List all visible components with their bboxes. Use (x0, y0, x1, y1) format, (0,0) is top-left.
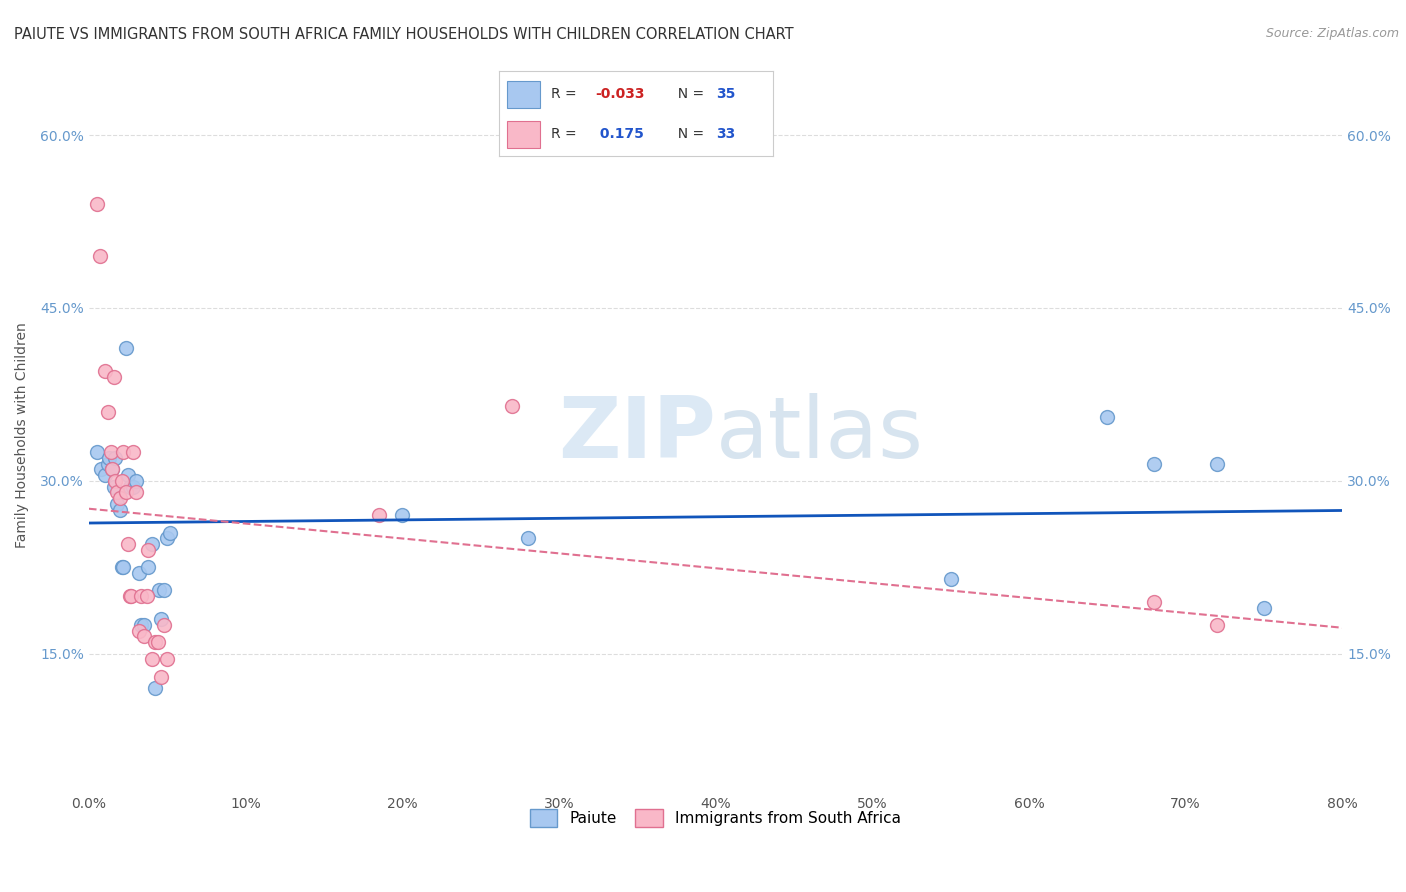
Point (112, 445, 135, 459)
Point (105, 485, 128, 500)
Point (138, 543, 160, 558)
Point (97, 457, 120, 471)
Point (516, 532, 538, 546)
Point (115, 341, 138, 355)
Text: -0.033: -0.033 (595, 87, 644, 101)
Point (138, 560, 160, 574)
Point (128, 624, 150, 638)
Point (111, 560, 134, 574)
Point (117, 468, 139, 483)
Point (115, 485, 138, 500)
Point (132, 629, 155, 643)
Point (118, 589, 141, 603)
Text: 35: 35 (716, 87, 735, 101)
Point (100, 445, 122, 459)
Point (135, 589, 157, 603)
Text: Source: ZipAtlas.com: Source: ZipAtlas.com (1265, 27, 1399, 40)
Point (153, 583, 176, 598)
Point (121, 479, 143, 493)
Point (112, 560, 135, 574)
FancyBboxPatch shape (508, 120, 540, 147)
Point (121, 445, 143, 459)
Point (117, 537, 139, 551)
Point (108, 502, 131, 516)
Text: PAIUTE VS IMMIGRANTS FROM SOUTH AFRICA FAMILY HOUSEHOLDS WITH CHILDREN CORRELATI: PAIUTE VS IMMIGRANTS FROM SOUTH AFRICA F… (14, 27, 793, 42)
Point (101, 462, 124, 476)
Point (128, 566, 150, 580)
Point (104, 474, 127, 488)
Point (1097, 410, 1119, 425)
Legend: Paiute, Immigrants from South Africa: Paiute, Immigrants from South Africa (523, 801, 908, 834)
Point (149, 670, 172, 684)
Point (1206, 457, 1229, 471)
Text: 0.175: 0.175 (595, 127, 644, 141)
Point (153, 618, 176, 632)
Point (391, 508, 413, 523)
Point (93, 468, 115, 483)
Point (125, 474, 148, 488)
Point (129, 618, 152, 632)
Point (101, 462, 124, 476)
Point (86, 197, 108, 211)
Point (156, 652, 179, 666)
Point (98, 450, 121, 465)
Point (89, 249, 111, 263)
FancyBboxPatch shape (508, 80, 540, 108)
Point (118, 479, 141, 493)
Point (141, 652, 163, 666)
Point (108, 491, 131, 505)
Point (125, 485, 148, 500)
Text: 33: 33 (716, 127, 735, 141)
Point (105, 497, 128, 511)
Point (1206, 618, 1229, 632)
Point (93, 364, 115, 378)
Point (97, 404, 120, 418)
Point (111, 474, 134, 488)
Text: R =: R = (551, 127, 581, 141)
Point (132, 618, 155, 632)
Point (143, 681, 166, 696)
Point (159, 525, 181, 540)
Point (367, 508, 389, 523)
Point (501, 399, 523, 413)
Point (104, 450, 127, 465)
Point (1253, 600, 1275, 615)
Point (146, 635, 169, 649)
Point (141, 537, 163, 551)
Point (129, 589, 152, 603)
Point (939, 572, 962, 586)
Point (103, 479, 125, 493)
Y-axis label: Family Households with Children: Family Households with Children (15, 322, 30, 548)
Text: ZIP: ZIP (558, 393, 716, 476)
Text: N =: N = (669, 127, 709, 141)
Point (90, 462, 112, 476)
Point (148, 583, 170, 598)
Point (1143, 457, 1166, 471)
Point (120, 589, 142, 603)
Point (103, 370, 125, 384)
Text: N =: N = (669, 87, 709, 101)
Point (156, 532, 179, 546)
Point (143, 635, 166, 649)
Point (86, 445, 108, 459)
Text: R =: R = (551, 87, 581, 101)
Text: atlas: atlas (716, 393, 924, 476)
Point (149, 612, 172, 626)
Point (1143, 595, 1166, 609)
